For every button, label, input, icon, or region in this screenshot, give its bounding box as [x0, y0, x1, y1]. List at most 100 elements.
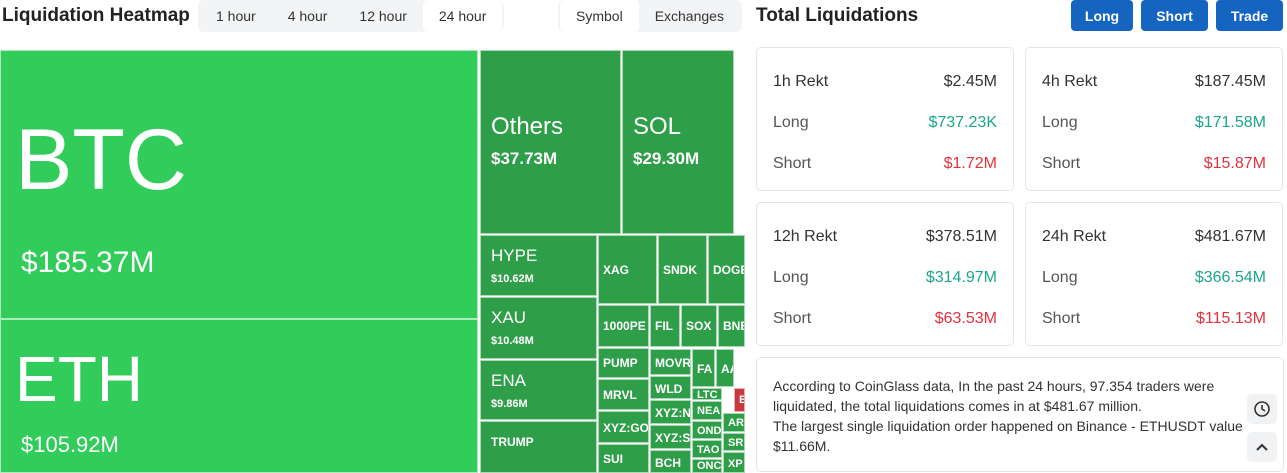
heatmap-tile[interactable]: BTC $185.37M — [0, 50, 478, 319]
card-total: $481.67M — [1194, 228, 1266, 245]
card-total: $2.45M — [943, 73, 997, 90]
tile-symbol: LTC — [697, 389, 718, 400]
tile-symbol: XAU — [491, 308, 526, 327]
tile-symbol: TRUMP — [491, 435, 534, 449]
heatmap-tile[interactable]: ETH $105.92M — [0, 319, 478, 473]
trade-button[interactable]: Trade — [1216, 0, 1283, 31]
heatmap-tile[interactable]: XYZ:S — [650, 425, 691, 449]
long-label: Long — [1042, 114, 1078, 131]
heatmap-tile[interactable]: OND — [692, 421, 722, 439]
tab[interactable]: Symbol — [560, 0, 639, 32]
heatmap-tile[interactable]: BNB — [718, 305, 745, 347]
heatmap-tile[interactable]: XAU $10.48M — [480, 297, 597, 359]
tile-symbol: 1000PE — [603, 319, 646, 333]
tile-symbol: AR — [728, 417, 744, 429]
heatmap-tile[interactable]: FA — [692, 349, 715, 387]
heatmap-tile[interactable]: SR — [723, 433, 745, 451]
tile-symbol: B — [739, 394, 744, 406]
tile-symbol: WLD — [655, 382, 683, 396]
time-tabs: 1 hour 4 hour 12 hour 24 hour — [198, 0, 505, 32]
heatmap-tile[interactable]: FIL — [650, 305, 680, 347]
tile-value: $185.37M — [21, 246, 155, 279]
tile-symbol: SUI — [603, 452, 624, 466]
info-text: According to CoinGlass data, In the past… — [773, 378, 1215, 414]
tab[interactable]: 12 hour — [359, 8, 407, 24]
heatmap-tile[interactable]: XYZ:N — [650, 400, 691, 424]
heatmap-tile[interactable]: BCH — [650, 450, 691, 473]
tile-symbol: OND — [697, 425, 722, 437]
card-total: $378.51M — [925, 228, 997, 245]
clock-button[interactable] — [1247, 394, 1277, 424]
long-label: Long — [773, 269, 809, 286]
short-value: $115.13M — [1196, 310, 1266, 327]
heatmap-tile[interactable]: HYPE $10.62M — [480, 235, 597, 296]
heatmap-tile[interactable]: XP — [723, 452, 745, 473]
heatmap-tile[interactable]: PUMP — [598, 348, 649, 378]
heatmap-tile[interactable]: WLD — [650, 376, 691, 399]
heatmap-tile[interactable]: TAO — [692, 440, 722, 458]
heatmap-tile[interactable]: DOGE — [708, 235, 745, 304]
heatmap-tile[interactable]: TRUMP — [480, 421, 597, 473]
heatmap-tile[interactable]: ENA $9.86M — [480, 360, 597, 420]
short-label: Short — [1042, 310, 1081, 327]
rekt-card: 24h Rekt $481.67M Long $366.54M Short $115.13… — [1025, 202, 1283, 346]
tab[interactable]: 1 hour — [216, 8, 256, 24]
tile-symbol: AA — [721, 362, 733, 376]
scroll-top-button[interactable] — [1247, 432, 1277, 462]
tile-symbol: XP — [728, 458, 743, 470]
long-value: $366.54M — [1194, 269, 1266, 286]
tile-symbol: FIL — [655, 319, 673, 333]
heatmap-tile[interactable]: LTC — [692, 388, 722, 400]
long-label: Long — [773, 114, 809, 131]
heatmap-tile[interactable]: SNDK — [658, 235, 707, 304]
heatmap-tile[interactable]: XAG — [598, 235, 657, 304]
heatmap-tile[interactable]: AA — [716, 349, 734, 387]
heatmap-tile[interactable]: Others $37.73M — [480, 50, 621, 234]
card-title: 12h Rekt — [773, 228, 838, 245]
clock-icon — [1254, 401, 1270, 417]
heatmap-tile[interactable]: XYZ:GO — [598, 411, 649, 443]
long-value: $314.97M — [925, 269, 997, 286]
heatmap-tile[interactable]: AR — [723, 413, 745, 432]
tile-symbol: BNB — [723, 319, 744, 333]
heatmap-tile[interactable]: ONC — [692, 459, 722, 473]
tile-symbol: XAG — [603, 263, 630, 277]
tile-symbol: DOGE — [713, 263, 745, 277]
tile-symbol: SR — [728, 437, 744, 449]
long-value: $737.23K — [928, 114, 997, 131]
tab[interactable]: 24 hour — [422, 0, 503, 32]
tile-symbol: SOL — [633, 113, 682, 140]
rekt-card: 4h Rekt $187.45M Long $171.58M Short $15.87M — [1025, 47, 1283, 191]
short-button[interactable]: Short — [1141, 0, 1208, 31]
tab[interactable]: 4 hour — [287, 8, 328, 24]
heatmap-tile[interactable]: MOVR — [650, 349, 691, 375]
tile-value: $9.86M — [491, 398, 528, 410]
heatmap-tile[interactable]: NEA — [692, 401, 722, 420]
card-title: 4h Rekt — [1042, 73, 1098, 90]
info-box: According to CoinGlass data, In the past… — [756, 357, 1284, 472]
heatmap-tile[interactable]: SOL $29.30M — [622, 50, 734, 234]
short-label: Short — [773, 155, 812, 172]
tile-symbol: PUMP — [603, 356, 638, 370]
tile-symbol: XYZ:N — [655, 406, 691, 420]
heatmap-tile[interactable]: 1000PE — [598, 305, 649, 347]
tile-value: $10.48M — [491, 335, 534, 347]
rekt-card: 12h Rekt $378.51M Long $314.97M Short $63.53M — [756, 202, 1014, 346]
heatmap-tile[interactable]: SOX — [681, 305, 717, 347]
short-label: Short — [773, 310, 812, 327]
info-text: The largest single liquidation order hap… — [773, 418, 1243, 454]
tile-symbol: NEA — [697, 405, 721, 417]
tab[interactable]: Exchanges — [654, 8, 724, 24]
heatmap-tile[interactable]: SUI — [598, 444, 649, 473]
heatmap-title: Liquidation Heatmap — [2, 5, 190, 26]
tile-value: $29.30M — [633, 149, 700, 168]
short-value: $63.53M — [934, 310, 997, 327]
heatmap-tile[interactable]: MRVL — [598, 379, 649, 410]
tile-symbol: BCH — [655, 456, 681, 470]
tile-symbol: XYZ:S — [655, 431, 691, 445]
rekt-card: 1h Rekt $2.45M Long $737.23K Short $1.72M — [756, 47, 1014, 191]
heatmap: BTC $185.37M ETH $105.92M Others $37.73M SOL $2… — [0, 50, 745, 473]
short-value: $1.72M — [943, 155, 997, 172]
heatmap-tile[interactable]: B — [734, 388, 745, 412]
long-button[interactable]: Long — [1071, 0, 1133, 31]
